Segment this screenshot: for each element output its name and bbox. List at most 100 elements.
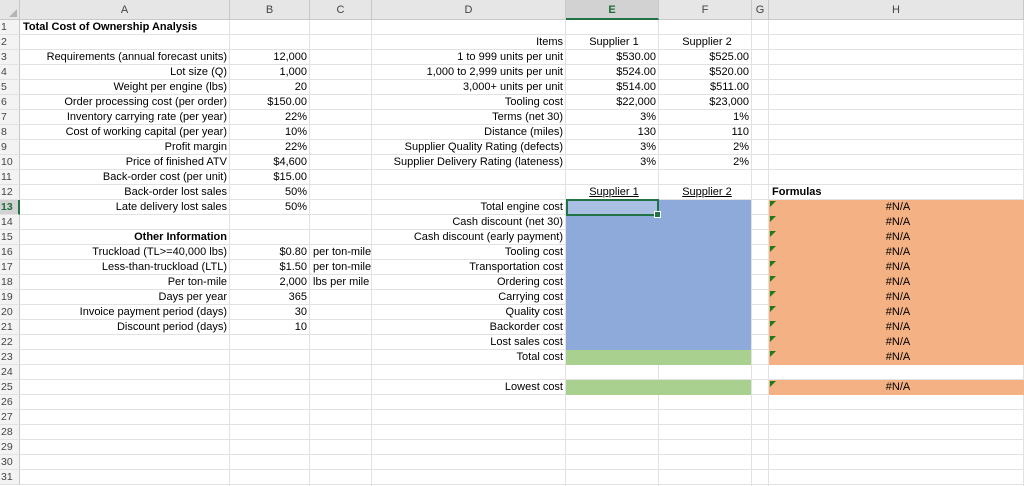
cost-row-label: Total cost [516,351,563,363]
requirement-value: 12,000 [273,51,307,63]
lowest-cost-row-fill[interactable] [566,380,751,395]
other-info-label: Discount period (days) [116,321,227,333]
error-indicator-icon[interactable] [770,201,776,207]
items-supplier-2-header: Supplier 2 [682,36,732,48]
cost-row-label: Total engine cost [480,201,563,213]
row-header-15[interactable]: 15 [0,230,20,245]
row-header-4[interactable]: 4 [0,65,20,80]
column-header-c[interactable]: C [310,0,372,20]
column-header-e[interactable]: E [566,0,659,20]
row-header-28[interactable]: 28 [0,425,20,440]
formula-cell: #N/A [885,246,911,258]
error-indicator-icon[interactable] [770,276,776,282]
row-header-20[interactable]: 20 [0,305,20,320]
error-indicator-icon[interactable] [770,291,776,297]
row-header-19[interactable]: 19 [0,290,20,305]
other-info-value: 10 [294,321,307,333]
row-header-29[interactable]: 29 [0,440,20,455]
row-header-7[interactable]: 7 [0,110,20,125]
row-header-22[interactable]: 22 [0,335,20,350]
error-indicator-icon[interactable] [770,381,776,387]
row-header-17[interactable]: 17 [0,260,20,275]
cost-row-label: Carrying cost [498,291,563,303]
select-all-corner[interactable] [0,0,20,20]
row-header-26[interactable]: 26 [0,395,20,410]
item-supplier-1-value: $22,000 [616,96,656,108]
cost-row-label: Tooling cost [504,246,563,258]
cost-row-label: Backorder cost [489,321,563,333]
row-header-12[interactable]: 12 [0,185,20,200]
item-label: 1,000 to 2,999 units per unit [426,66,563,78]
row-header-16[interactable]: 16 [0,245,20,260]
column-header-f[interactable]: F [659,0,752,20]
row-header-13[interactable]: 13 [0,200,20,215]
row-header-6[interactable]: 6 [0,95,20,110]
total-cost-row-fill[interactable] [566,350,751,365]
supplier-cost-input-area[interactable] [566,200,751,350]
formula-cell: #N/A [885,216,911,228]
item-supplier-1-value: 3% [640,141,656,153]
item-supplier-1-value: 3% [640,111,656,123]
requirement-label: Weight per engine (lbs) [113,81,227,93]
row-header-23[interactable]: 23 [0,350,20,365]
sheet-title: Total Cost of Ownership Analysis [23,21,198,33]
requirement-value: $4,600 [273,156,307,168]
row-header-2[interactable]: 2 [0,35,20,50]
cost-supplier-1-header: Supplier 1 [589,186,639,198]
error-indicator-icon[interactable] [770,261,776,267]
lowest-formula-fill[interactable] [769,380,1024,395]
error-indicator-icon[interactable] [770,246,776,252]
row-header-27[interactable]: 27 [0,410,20,425]
item-label: 3,000+ units per unit [463,81,563,93]
item-supplier-2-value: $511.00 [710,81,749,93]
other-info-unit [310,305,372,320]
error-indicator-icon[interactable] [770,231,776,237]
column-header-d[interactable]: D [372,0,566,20]
requirement-label: Cost of working capital (per year) [65,126,227,138]
error-indicator-icon[interactable] [770,351,776,357]
item-label: Supplier Quality Rating (defects) [404,141,563,153]
item-supplier-2-value: $520.00 [709,66,749,78]
row-header-9[interactable]: 9 [0,140,20,155]
error-indicator-icon[interactable] [770,216,776,222]
error-indicator-icon[interactable] [770,306,776,312]
lowest-cost-formula: #N/A [885,381,911,393]
column-header-a[interactable]: A [20,0,230,20]
column-header-b[interactable]: B [230,0,310,20]
item-label: Terms (net 30) [492,111,563,123]
item-supplier-2-value: 2% [733,141,749,153]
row-header-31[interactable]: 31 [0,470,20,485]
formulas-area[interactable] [769,200,1024,365]
row-header-25[interactable]: 25 [0,380,20,395]
row-header-11[interactable]: 11 [0,170,20,185]
column-header-h[interactable]: H [769,0,1024,20]
row-header-30[interactable]: 30 [0,455,20,470]
row-header-14[interactable]: 14 [0,215,20,230]
row-header-21[interactable]: 21 [0,320,20,335]
row-header-18[interactable]: 18 [0,275,20,290]
column-header-g[interactable]: G [752,0,769,20]
row-header-24[interactable]: 24 [0,365,20,380]
other-info-value: $1.50 [279,261,307,273]
formula-cell: #N/A [885,351,911,363]
error-indicator-icon[interactable] [770,336,776,342]
row-header-1[interactable]: 1 [0,20,20,35]
item-supplier-1-value: 3% [640,156,656,168]
requirement-value: 10% [284,126,307,138]
column-gridline [768,20,769,486]
row-header-8[interactable]: 8 [0,125,20,140]
item-label: Distance (miles) [484,126,563,138]
items-supplier-1-header: Supplier 1 [589,36,639,48]
row-header-10[interactable]: 10 [0,155,20,170]
other-info-label: Less-than-truckload (LTL) [101,261,227,273]
fill-handle[interactable] [654,211,661,218]
cost-row-label: Ordering cost [496,276,563,288]
error-indicator-icon[interactable] [770,321,776,327]
row-header-3[interactable]: 3 [0,50,20,65]
formula-cell: #N/A [885,261,911,273]
row-header-5[interactable]: 5 [0,80,20,95]
formula-cell: #N/A [885,306,911,318]
cost-supplier-2-header: Supplier 2 [682,186,732,198]
active-cell-selection[interactable] [566,199,661,218]
